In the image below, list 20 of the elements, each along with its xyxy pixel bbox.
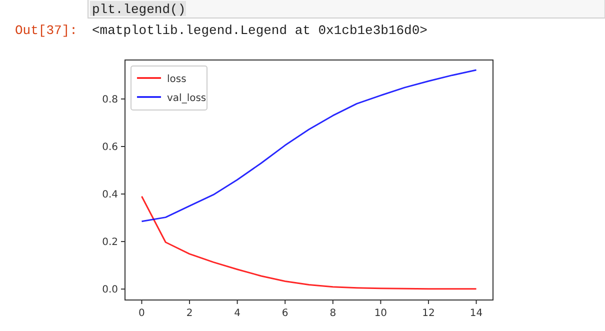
text: <matplotlib.legend.Legend at 0x1cb1e3b16d0> (92, 23, 428, 38)
text: plt.legend() (92, 2, 186, 17)
x-tick-label: 12 (422, 308, 435, 319)
x-tick-label: 8 (330, 308, 336, 319)
x-tick-label: 10 (374, 308, 388, 319)
legend-label: loss (167, 74, 186, 85)
y-tick-label: 0.4 (102, 190, 118, 201)
x-tick-label: 4 (234, 308, 240, 319)
x-tick-label: 6 (282, 308, 288, 319)
x-tick-label: 0 (138, 308, 145, 319)
x-tick-label: 2 (186, 308, 193, 319)
line-series (140, 196, 478, 290)
y-tick-label: 0.2 (102, 237, 118, 248)
y-tick-label: 0.8 (102, 94, 118, 106)
text: Out[37]: (15, 23, 78, 38)
line-series (140, 69, 478, 222)
y-tick-label: 0.0 (102, 284, 118, 296)
legend-label: val_loss (167, 93, 206, 104)
x-tick-label: 14 (470, 308, 483, 319)
y-tick-label: 0.6 (102, 142, 118, 153)
